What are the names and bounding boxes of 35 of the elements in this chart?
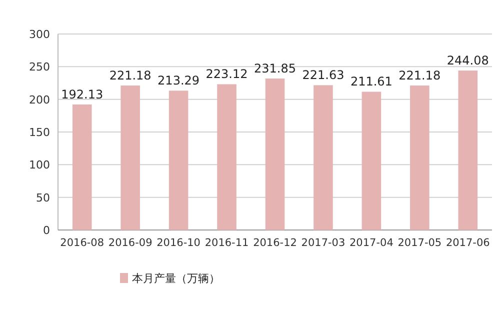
x-tick-label: 2017-05 [398, 237, 442, 249]
x-tick-label: 2016-08 [60, 237, 104, 249]
x-tick-label: 2016-10 [156, 237, 200, 249]
x-tick-label: 2016-11 [204, 237, 249, 249]
data-label: 221.18 [398, 68, 441, 82]
x-tick-label: 2016-12 [253, 237, 297, 249]
y-tick-label: 250 [29, 60, 50, 74]
y-tick-label: 300 [29, 28, 50, 41]
y-tick-label: 150 [29, 126, 50, 139]
bar [120, 85, 140, 230]
data-label: 192.13 [61, 87, 104, 102]
data-label: 244.08 [446, 54, 489, 68]
data-label: 221.63 [302, 68, 344, 82]
bar [314, 85, 333, 230]
bar [362, 92, 382, 230]
bar [265, 78, 285, 230]
y-tick-label: 50 [36, 191, 50, 204]
data-label: 213.29 [158, 74, 200, 88]
x-tick-label: 2017-04 [350, 237, 394, 249]
bar [72, 104, 92, 230]
data-label: 223.12 [206, 67, 248, 82]
x-tick-label: 2017-06 [446, 237, 490, 249]
bar [168, 90, 188, 230]
legend-label: 本月产量（万辆） [132, 272, 220, 285]
x-tick-label: 2016-09 [108, 237, 152, 249]
y-tick-label: 0 [43, 224, 50, 237]
bar [217, 84, 236, 230]
bar [410, 85, 430, 230]
y-tick-label: 100 [29, 158, 50, 172]
data-label: 221.18 [109, 68, 152, 82]
x-tick-label: 2017-03 [301, 237, 346, 249]
y-tick-label: 200 [29, 93, 50, 106]
bar [458, 70, 478, 230]
data-label: 211.61 [350, 74, 392, 89]
data-label: 231.85 [254, 62, 296, 76]
